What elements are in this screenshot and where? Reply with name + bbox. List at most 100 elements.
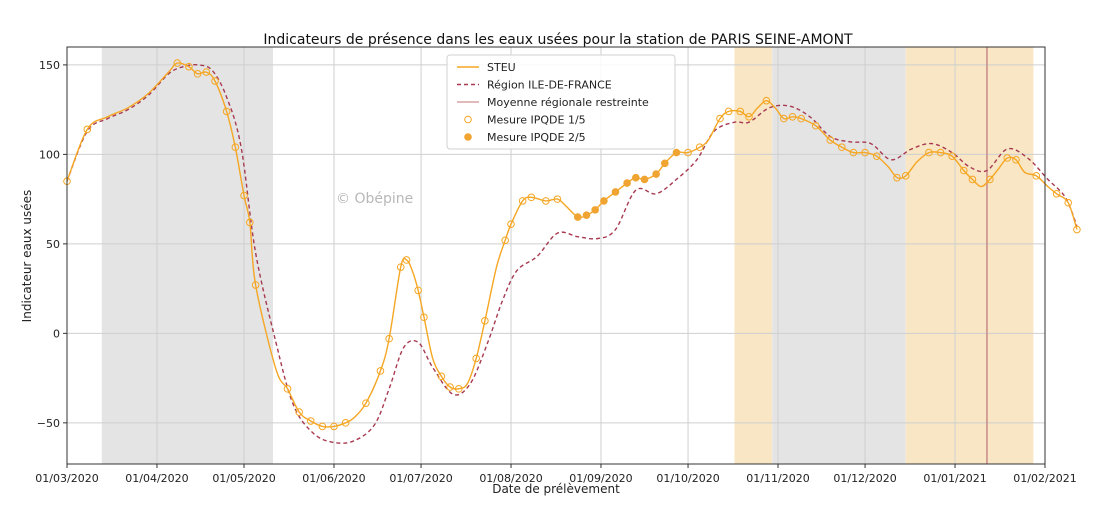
marker-0-point-25 <box>437 372 446 381</box>
marker-0-point-19 <box>376 367 385 375</box>
x-axis-ticks: 01/03/2020 01/04/2020 01/05/2020 01/06/2020… <box>35 464 1077 485</box>
x-tick-label-9: 01/12/2020 <box>833 472 896 485</box>
x-tick-label-7: 01/10/2020 <box>656 472 719 485</box>
y-tick-label-2: 50 <box>46 238 60 251</box>
marker-1-point-8 <box>652 170 660 178</box>
marker-0-point-33 <box>527 193 536 202</box>
y-tick-label-1: 0 <box>53 327 60 340</box>
marker-0-point-28 <box>472 354 480 363</box>
marker-0-point-60 <box>1003 154 1012 162</box>
marker-0-point-26 <box>446 383 454 391</box>
marker-0-point-38 <box>716 114 724 123</box>
plot-frame <box>66 46 1046 465</box>
marker-0-point-44 <box>788 112 797 121</box>
legend-label-series-2: Moyenne régionale restreinte <box>487 96 649 109</box>
marker-0-point-29 <box>481 317 489 325</box>
marker-0-point-51 <box>872 152 881 160</box>
measurement-markers <box>63 59 1081 431</box>
x-tick-label-3: 01/06/2020 <box>302 472 365 485</box>
marker-0-point-50 <box>861 148 869 157</box>
marker-1-point-6 <box>632 173 640 182</box>
marker-1-point-10 <box>672 148 681 157</box>
marker-0-point-32 <box>518 197 527 205</box>
legend-swatch-marker-0 <box>464 115 472 124</box>
y-axis-ticks: −50 0 50 100 150 <box>37 59 67 430</box>
background-period-3 <box>905 47 1034 464</box>
marker-0-point-17 <box>341 419 350 427</box>
marker-0-point-45 <box>797 114 806 123</box>
marker-1-point-9 <box>661 159 669 168</box>
marker-0-point-3 <box>185 62 193 71</box>
marker-0-point-6 <box>211 77 219 85</box>
marker-0-point-39 <box>724 107 733 116</box>
marker-0-point-30 <box>501 236 510 245</box>
marker-0-point-48 <box>838 143 846 152</box>
marker-0-point-35 <box>553 195 562 203</box>
y-tick-label-0: −50 <box>37 417 60 430</box>
legend-label-marker-1: Mesure IPQDE 2/5 <box>487 131 586 144</box>
marker-1-point-7 <box>640 175 649 184</box>
marker-0-point-40 <box>736 107 745 116</box>
legend-label-series-1: Région ILE-DE-FRANCE <box>487 79 612 92</box>
x-tick-label-4: 01/07/2020 <box>389 472 452 485</box>
marker-0-point-37 <box>695 143 704 152</box>
marker-0-point-5 <box>202 68 211 76</box>
marker-0-point-2 <box>173 59 182 67</box>
marker-1-point-2 <box>591 206 599 214</box>
x-tick-label-6: 01/09/2020 <box>569 472 632 485</box>
x-tick-label-8: 01/11/2020 <box>746 472 809 485</box>
marker-0-point-14 <box>306 417 315 425</box>
background-period-1 <box>734 47 773 464</box>
marker-0-point-24 <box>420 313 428 322</box>
marker-0-point-54 <box>925 148 933 157</box>
x-tick-label-1: 01/04/2020 <box>125 472 188 485</box>
marker-0-point-31 <box>507 220 515 228</box>
series-line-1 <box>66 64 1078 444</box>
marker-0-point-9 <box>240 191 248 200</box>
marker-0-point-11 <box>251 281 260 289</box>
watermark: © Obépine <box>336 191 413 207</box>
marker-0-point-63 <box>1052 189 1061 198</box>
marker-0-point-52 <box>893 173 901 182</box>
legend: STEU Région ILE-DE-FRANCE Moyenne régional… <box>446 54 676 150</box>
marker-1-point-0 <box>573 213 582 221</box>
marker-1-point-5 <box>623 179 631 187</box>
marker-0-point-46 <box>811 121 820 130</box>
x-axis-title: Date de prélèvement <box>492 482 620 496</box>
marker-0-point-12 <box>283 385 292 393</box>
marker-0-point-8 <box>231 143 240 152</box>
marker-0-point-47 <box>826 136 835 144</box>
chart-title: Indicateurs de présence dans les eaux us… <box>263 32 853 48</box>
marker-0-point-22 <box>402 256 411 264</box>
marker-0-point-4 <box>193 70 202 78</box>
marker-0-point-21 <box>396 263 405 271</box>
marker-1-point-3 <box>600 197 608 205</box>
legend-swatch-marker-1 <box>464 133 472 141</box>
marker-0-point-10 <box>246 218 254 227</box>
marker-0-point-34 <box>542 197 550 205</box>
marker-0-point-23 <box>414 286 422 295</box>
x-tick-label-10: 01/01/2021 <box>923 472 986 485</box>
marker-0-point-62 <box>1032 172 1041 180</box>
marker-1-point-4 <box>611 188 620 196</box>
marker-0-point-15 <box>318 422 327 431</box>
marker-0-point-13 <box>295 408 303 416</box>
marker-1-point-1 <box>582 211 591 220</box>
marker-0-point-7 <box>222 107 231 116</box>
marker-0-point-61 <box>1012 155 1020 164</box>
marker-0-point-43 <box>780 114 788 123</box>
marker-0-point-57 <box>959 166 968 175</box>
marker-0-point-55 <box>936 148 945 157</box>
marker-0-point-53 <box>901 172 910 180</box>
x-tick-label-0: 01/03/2020 <box>35 472 98 485</box>
marker-0-point-20 <box>385 334 393 343</box>
marker-0-point-1 <box>83 125 92 134</box>
x-tick-label-11: 01/02/2021 <box>1013 472 1076 485</box>
background-period-2 <box>772 47 906 464</box>
y-tick-label-3: 100 <box>39 148 60 161</box>
marker-0-point-18 <box>362 399 370 407</box>
marker-0-point-64 <box>1064 198 1073 207</box>
legend-box <box>446 54 676 150</box>
y-axis-title: Indicateur eaux usées <box>20 190 34 323</box>
